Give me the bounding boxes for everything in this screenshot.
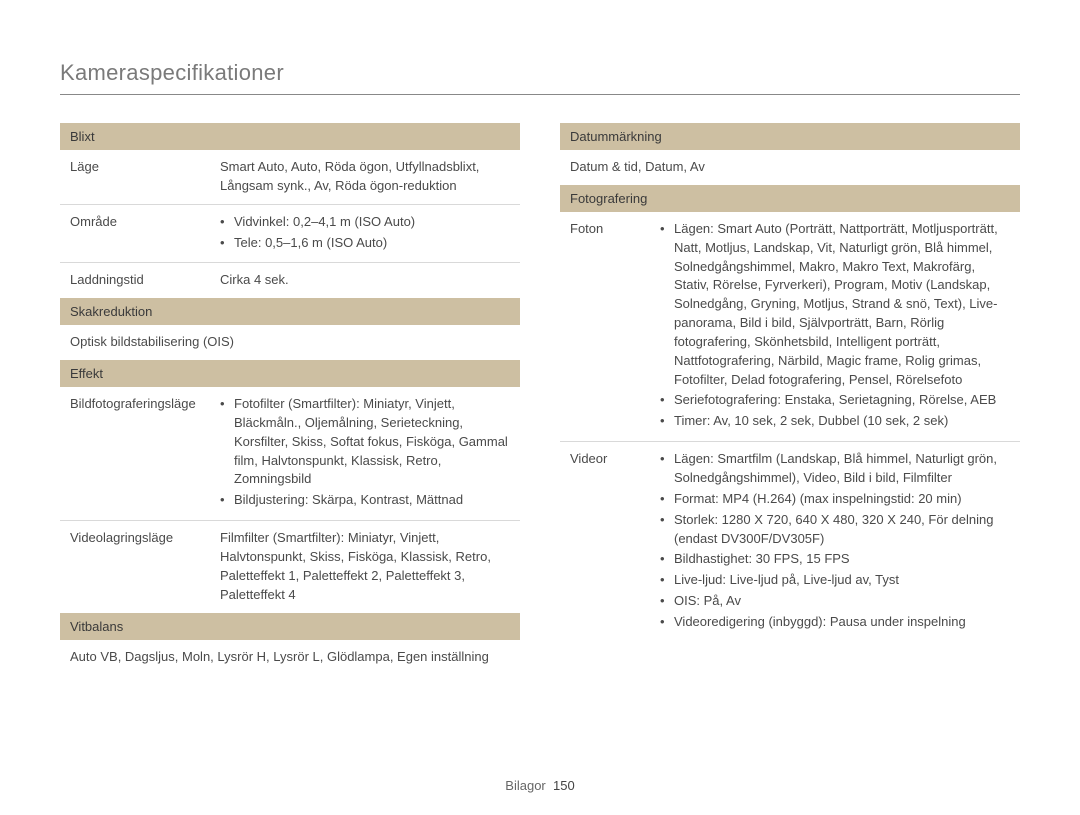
spec-table-blixt: Läge Smart Auto, Auto, Röda ögon, Utfyll…	[60, 150, 520, 298]
page-footer: Bilagor 150	[0, 778, 1080, 793]
list-item: Vidvinkel: 0,2–4,1 m (ISO Auto)	[220, 213, 510, 232]
spec-table-datum: Datum & tid, Datum, Av	[560, 150, 1020, 185]
spec-value: Optisk bildstabilisering (OIS)	[60, 325, 520, 360]
spec-value: Auto VB, Dagsljus, Moln, Lysrör H, Lysrö…	[60, 640, 520, 675]
table-row: Datum & tid, Datum, Av	[560, 150, 1020, 185]
section-header-blixt: Blixt	[60, 123, 520, 150]
list-item: Format: MP4 (H.264) (max inspelningstid:…	[660, 490, 1010, 509]
section-header-vitbalans: Vitbalans	[60, 613, 520, 640]
page-title: Kameraspecifikationer	[60, 60, 1020, 95]
spec-value: Lägen: Smartfilm (Landskap, Blå himmel, …	[650, 442, 1020, 642]
list-item: Tele: 0,5–1,6 m (ISO Auto)	[220, 234, 510, 253]
list-item: OIS: På, Av	[660, 592, 1010, 611]
bullet-list: Lägen: Smart Auto (Porträtt, Nattporträt…	[660, 220, 1010, 431]
list-item: Timer: Av, 10 sek, 2 sek, Dubbel (10 sek…	[660, 412, 1010, 431]
list-item: Bildjustering: Skärpa, Kontrast, Mättnad	[220, 491, 510, 510]
section-header-effekt: Effekt	[60, 360, 520, 387]
left-column: Blixt Läge Smart Auto, Auto, Röda ögon, …	[60, 123, 520, 674]
spec-value: Vidvinkel: 0,2–4,1 m (ISO Auto) Tele: 0,…	[210, 204, 520, 263]
spec-value: Filmfilter (Smartfilter): Miniatyr, Vinj…	[210, 521, 520, 613]
spec-label: Foton	[560, 212, 650, 442]
spec-table-effekt: Bildfotograferingsläge Fotofilter (Smart…	[60, 387, 520, 612]
spec-value: Cirka 4 sek.	[210, 263, 520, 298]
section-header-fotografering: Fotografering	[560, 185, 1020, 212]
list-item: Lägen: Smartfilm (Landskap, Blå himmel, …	[660, 450, 1010, 488]
spec-value: Fotofilter (Smartfilter): Miniatyr, Vinj…	[210, 387, 520, 521]
spec-label: Område	[60, 204, 210, 263]
spec-value: Smart Auto, Auto, Röda ögon, Utfyllnadsb…	[210, 150, 520, 204]
list-item: Videoredigering (inbyggd): Pausa under i…	[660, 613, 1010, 632]
spec-table-vitbalans: Auto VB, Dagsljus, Moln, Lysrör H, Lysrö…	[60, 640, 520, 675]
bullet-list: Vidvinkel: 0,2–4,1 m (ISO Auto) Tele: 0,…	[220, 213, 510, 253]
table-row: Område Vidvinkel: 0,2–4,1 m (ISO Auto) T…	[60, 204, 520, 263]
section-header-skakreduktion: Skakreduktion	[60, 298, 520, 325]
spec-table-skakreduktion: Optisk bildstabilisering (OIS)	[60, 325, 520, 360]
footer-label: Bilagor	[505, 778, 545, 793]
table-row: Laddningstid Cirka 4 sek.	[60, 263, 520, 298]
spec-value: Datum & tid, Datum, Av	[560, 150, 1020, 185]
table-row: Läge Smart Auto, Auto, Röda ögon, Utfyll…	[60, 150, 520, 204]
table-row: Auto VB, Dagsljus, Moln, Lysrör H, Lysrö…	[60, 640, 520, 675]
section-header-datum: Datummärkning	[560, 123, 1020, 150]
list-item: Seriefotografering: Enstaka, Serietagnin…	[660, 391, 1010, 410]
list-item: Lägen: Smart Auto (Porträtt, Nattporträt…	[660, 220, 1010, 390]
page-number: 150	[553, 778, 575, 793]
table-row: Optisk bildstabilisering (OIS)	[60, 325, 520, 360]
columns: Blixt Läge Smart Auto, Auto, Röda ögon, …	[60, 123, 1020, 674]
bullet-list: Lägen: Smartfilm (Landskap, Blå himmel, …	[660, 450, 1010, 632]
page-container: Kameraspecifikationer Blixt Läge Smart A…	[0, 0, 1080, 674]
right-column: Datummärkning Datum & tid, Datum, Av Fot…	[560, 123, 1020, 674]
spec-label: Läge	[60, 150, 210, 204]
spec-value: Lägen: Smart Auto (Porträtt, Nattporträt…	[650, 212, 1020, 442]
table-row: Videor Lägen: Smartfilm (Landskap, Blå h…	[560, 442, 1020, 642]
table-row: Bildfotograferingsläge Fotofilter (Smart…	[60, 387, 520, 521]
list-item: Storlek: 1280 X 720, 640 X 480, 320 X 24…	[660, 511, 1010, 549]
spec-label: Videolagringsläge	[60, 521, 210, 613]
list-item: Bildhastighet: 30 FPS, 15 FPS	[660, 550, 1010, 569]
list-item: Fotofilter (Smartfilter): Miniatyr, Vinj…	[220, 395, 510, 489]
spec-label: Bildfotograferingsläge	[60, 387, 210, 521]
list-item: Live-ljud: Live-ljud på, Live-ljud av, T…	[660, 571, 1010, 590]
bullet-list: Fotofilter (Smartfilter): Miniatyr, Vinj…	[220, 395, 510, 510]
spec-table-fotografering: Foton Lägen: Smart Auto (Porträtt, Nattp…	[560, 212, 1020, 642]
spec-label: Laddningstid	[60, 263, 210, 298]
spec-label: Videor	[560, 442, 650, 642]
table-row: Videolagringsläge Filmfilter (Smartfilte…	[60, 521, 520, 613]
table-row: Foton Lägen: Smart Auto (Porträtt, Nattp…	[560, 212, 1020, 442]
